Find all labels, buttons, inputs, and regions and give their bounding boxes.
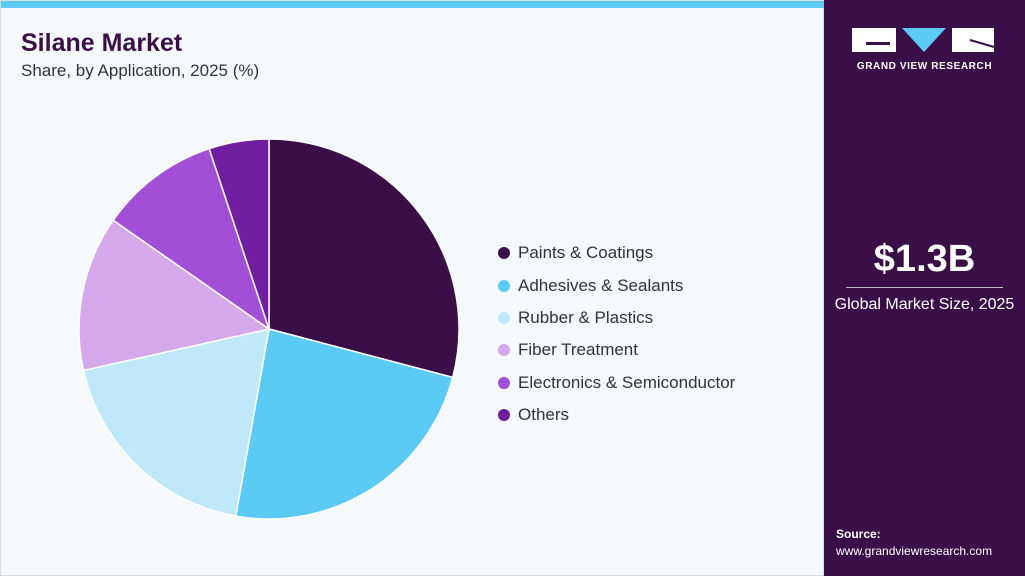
legend: Paints & Coatings Adhesives & Sealants Rub…	[498, 237, 735, 431]
legend-label: Paints & Coatings	[518, 243, 654, 263]
legend-label: Adhesives & Sealants	[518, 275, 684, 295]
chart-title: Silane Market	[21, 29, 183, 57]
legend-item: Fiber Treatment	[498, 334, 735, 366]
logo-text: GRAND VIEW RESEARCH	[856, 61, 993, 72]
legend-swatch	[498, 247, 510, 260]
chart-panel: Silane Market Share, by Application, 202…	[0, 0, 825, 576]
legend-item: Electronics & Semiconductor	[498, 367, 735, 399]
market-size-value: $1.3B	[873, 238, 976, 280]
legend-item: Paints & Coatings	[498, 237, 735, 269]
pie-slice-electronics-semiconductor	[112, 147, 271, 331]
source-label: Source:	[836, 527, 881, 541]
legend-label: Electronics & Semiconductor	[518, 372, 736, 392]
legend-item: Rubber & Plastics	[498, 302, 735, 334]
pie-slice-paints-coatings	[268, 138, 460, 379]
pie-slice-others	[208, 138, 270, 330]
legend-swatch	[498, 409, 510, 422]
legend-swatch	[498, 311, 510, 324]
divider	[846, 287, 1003, 288]
legend-item: Others	[498, 399, 735, 431]
accent-bar	[1, 1, 825, 8]
pie-slice-rubber-plastics	[82, 328, 270, 517]
legend-label: Rubber & Plastics	[518, 307, 654, 327]
legend-label: Fiber Treatment	[518, 340, 638, 360]
legend-swatch	[498, 344, 510, 357]
pie-chart	[78, 138, 460, 520]
pie-slice-fiber-treatment	[78, 219, 271, 372]
grand-view-research-logo	[852, 28, 995, 52]
source-link[interactable]: www.grandviewresearch.com	[836, 544, 993, 558]
pie-slice-adhesives-sealants	[234, 328, 454, 520]
sidebar: GRAND VIEW RESEARCH $1.3B Global Market …	[824, 0, 1025, 576]
legend-label: Others	[518, 405, 570, 425]
legend-item: Adhesives & Sealants	[498, 269, 735, 301]
legend-swatch	[498, 279, 510, 292]
chart-subtitle: Share, by Application, 2025 (%)	[21, 61, 260, 80]
legend-swatch	[498, 376, 510, 389]
market-size-label: Global Market Size, 2025	[834, 296, 1015, 313]
source: Source: www.grandviewresearch.com	[836, 526, 992, 560]
